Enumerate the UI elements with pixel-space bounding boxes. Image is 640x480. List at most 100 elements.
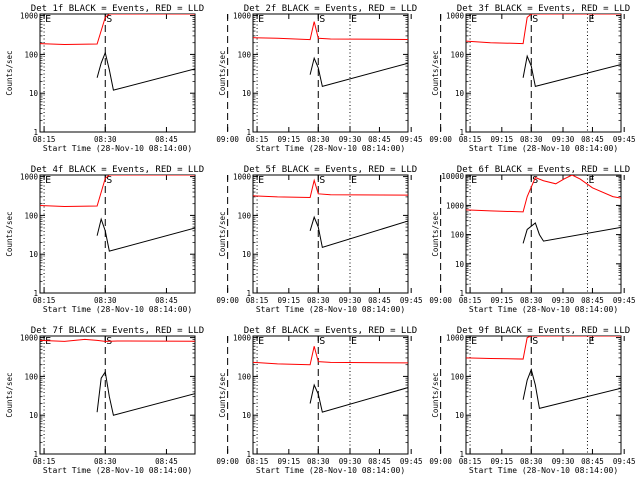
x-tick-label: 09:00 (429, 296, 452, 305)
x-tick-label: 08:45 (368, 457, 391, 466)
y-tick-label: 100 (24, 50, 38, 59)
x-tick-label: 09:30 (339, 135, 362, 144)
chart-panel: Det 1f BLACK = Events, RED = LLD11010010… (5, 4, 423, 153)
events-series-line (522, 222, 621, 244)
y-tick-label: 100 (237, 372, 251, 381)
x-tick-label: 08:45 (581, 135, 604, 144)
y-axis-label: Counts/sec (431, 211, 440, 256)
x-tick-label: 08:45 (581, 457, 604, 466)
x-tick-label: 09:00 (216, 296, 239, 305)
x-tick-label: 09:45 (400, 457, 423, 466)
marker-label: E (588, 175, 594, 186)
y-tick-label: 1 (459, 289, 464, 298)
chart-panel: Det 5f BLACK = Events, RED = LLD11010010… (218, 165, 636, 314)
lld-series-line (466, 14, 621, 45)
y-tick-label: 10 (29, 89, 39, 98)
x-tick-label: 08:15 (459, 457, 482, 466)
y-axis-label: Counts/sec (5, 50, 14, 95)
marker-label: E (351, 175, 357, 186)
y-tick-label: 10 (455, 260, 465, 269)
chart-title: Det 2f BLACK = Events, RED = LLD (244, 4, 417, 14)
chart-panel: Det 3f BLACK = Events, RED = LLD 1 10 100 10… (431, 4, 630, 153)
y-axis-label: Counts/sec (5, 372, 14, 417)
x-tick-label: 09:15 (491, 296, 514, 305)
plot-frame (252, 13, 409, 133)
x-axis-label: Start Time (28-Nov-10 08:14:00) (469, 144, 618, 153)
x-tick-label: 08:45 (368, 296, 391, 305)
x-tick-label: 09:00 (216, 135, 239, 144)
x-tick-label: 08:45 (155, 457, 178, 466)
y-tick-label: 1 (246, 128, 251, 137)
x-tick-label: 09:30 (552, 296, 575, 305)
marker-label: E (45, 175, 51, 186)
chart-panel: Det 9f BLACK = Events, RED = LLD 1 10 100 10… (431, 326, 630, 475)
marker-label: E (471, 14, 477, 25)
x-axis-label: Start Time (28-Nov-10 08:14:00) (43, 466, 192, 475)
lld-series-line (253, 21, 408, 41)
x-tick-label: 08:15 (33, 296, 56, 305)
y-tick-label: 1 (246, 450, 251, 459)
plot-frame (252, 335, 409, 455)
x-tick-label: 08:15 (33, 135, 56, 144)
events-series-line (96, 217, 195, 252)
y-axis-label: Counts/sec (5, 211, 14, 256)
y-tick-label: 10 (242, 250, 252, 259)
marker-label: E (588, 336, 594, 347)
marker-label: S (319, 336, 325, 347)
y-tick-label: 10 (455, 89, 465, 98)
y-tick-label: 1000 (20, 12, 39, 21)
y-tick-label: 1 (459, 128, 464, 137)
x-tick-label: 09:45 (613, 296, 636, 305)
y-tick-label: 1 (33, 450, 38, 459)
marker-label: S (106, 175, 112, 186)
x-axis-label: Start Time (28-Nov-10 08:14:00) (469, 305, 618, 314)
events-series-line (309, 215, 408, 249)
x-tick-label: 09:30 (552, 457, 575, 466)
y-axis-label: Counts/sec (431, 372, 440, 417)
x-tick-label: 09:45 (400, 135, 423, 144)
marker-label: E (351, 14, 357, 25)
x-tick-label: 09:00 (429, 457, 452, 466)
y-tick-label: 10 (242, 411, 252, 420)
y-tick-label: 1000 (446, 201, 465, 210)
x-tick-label: 09:30 (339, 296, 362, 305)
y-tick-label: 10 (29, 250, 39, 259)
x-tick-label: 08:30 (307, 296, 330, 305)
x-tick-label: 08:45 (155, 296, 178, 305)
chart-title: Det 4f BLACK = Events, RED = LLD (31, 165, 204, 175)
marker-label: S (532, 175, 538, 186)
y-tick-label: 100 (450, 372, 464, 381)
x-tick-label: 08:15 (459, 135, 482, 144)
marker-label: E (45, 336, 51, 347)
chart-panel: Det 6f BLACK = Events, RED = LLD 1 10 100 10… (431, 165, 630, 314)
x-tick-label: 09:30 (552, 135, 575, 144)
x-tick-label: 08:30 (520, 457, 543, 466)
x-tick-label: 08:15 (246, 135, 269, 144)
plot-frame (39, 335, 196, 455)
y-tick-label: 1000 (446, 334, 465, 343)
marker-label: E (258, 14, 264, 25)
x-tick-label: 08:15 (246, 296, 269, 305)
plot-frame (465, 174, 622, 294)
x-tick-label: 08:45 (581, 296, 604, 305)
y-tick-label: 100 (450, 50, 464, 59)
x-axis-label: Start Time (28-Nov-10 08:14:00) (256, 144, 405, 153)
y-axis-label: Counts/sec (218, 211, 227, 256)
marker-label: E (588, 14, 594, 25)
chart-title: Det 9f BLACK = Events, RED = LLD (457, 326, 630, 336)
events-series-line (309, 383, 408, 413)
events-series-line (522, 54, 621, 87)
chart-title: Det 7f BLACK = Events, RED = LLD (31, 326, 204, 336)
lld-series-line (40, 338, 195, 342)
marker-label: E (351, 336, 357, 347)
marker-label: S (319, 14, 325, 25)
y-axis-label: Counts/sec (218, 372, 227, 417)
y-tick-label: 10 (242, 89, 252, 98)
chart-title: Det 6f BLACK = Events, RED = LLD (457, 165, 630, 175)
y-tick-label: 1000 (446, 12, 465, 21)
lld-series-line (253, 346, 408, 366)
x-tick-label: 08:30 (94, 457, 117, 466)
x-tick-label: 09:45 (400, 296, 423, 305)
y-axis-label: Counts/sec (431, 50, 440, 95)
